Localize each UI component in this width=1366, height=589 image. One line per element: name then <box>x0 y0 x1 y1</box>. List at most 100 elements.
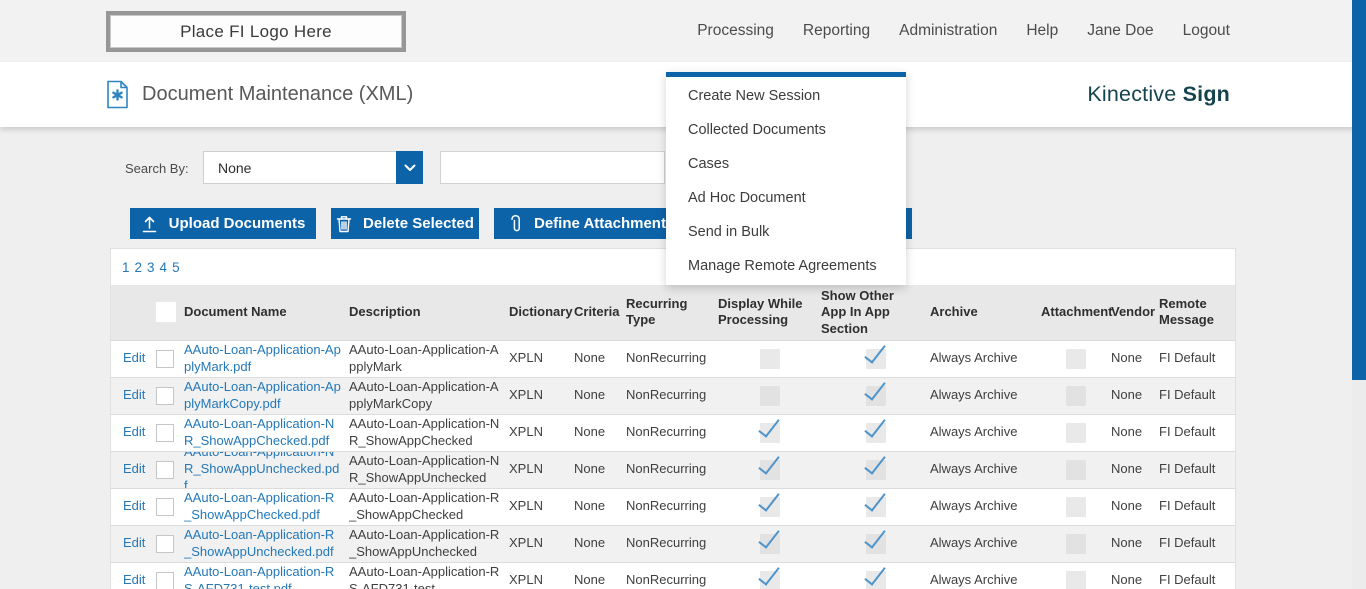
display-while-processing-checkbox[interactable] <box>759 533 780 554</box>
document-name-link[interactable]: AAuto-Loan-Application-NR_ShowAppChecked… <box>184 415 335 448</box>
vendor-cell: None <box>1111 461 1143 477</box>
document-name-link[interactable]: AAuto-Loan-Application-ApplyMark.pdf <box>184 341 341 374</box>
display-while-processing-checkbox[interactable] <box>759 570 780 589</box>
show-other-app-checkbox[interactable] <box>865 422 886 443</box>
search-by-dropdown[interactable]: None <box>203 151 423 184</box>
select-all-checkbox[interactable] <box>156 302 176 323</box>
scrollbar-thumb[interactable] <box>1352 0 1366 380</box>
row-select-checkbox[interactable] <box>156 349 174 368</box>
attachment-checkbox[interactable] <box>1066 348 1086 369</box>
header-recurring-type: Recurring Type <box>626 296 688 328</box>
header-edit-spacer <box>123 285 156 340</box>
archive-cell: Always Archive <box>930 350 1018 366</box>
document-name-link[interactable]: AAuto-Loan-Application-NR_ShowAppUncheck… <box>184 451 340 488</box>
documents-table: 1 2 3 4 5 Document Name Description Dict… <box>110 248 1236 589</box>
chevron-down-icon[interactable] <box>396 151 423 184</box>
upload-documents-button[interactable]: Upload Documents <box>130 208 316 239</box>
remote-message-cell: FI Default <box>1159 387 1216 403</box>
attachment-checkbox[interactable] <box>1066 533 1086 554</box>
document-name-link[interactable]: AAuto-Loan-Application-R_ShowAppChecked.… <box>184 489 335 522</box>
display-while-processing-checkbox[interactable] <box>759 348 780 369</box>
edit-link[interactable]: Edit <box>123 387 146 403</box>
vertical-scrollbar[interactable] <box>1352 0 1366 589</box>
header-archive: Archive <box>930 304 978 320</box>
header-dictionary: Dictionary <box>509 304 573 320</box>
archive-cell: Always Archive <box>930 498 1018 514</box>
document-name-link[interactable]: AAuto-Loan-Application-ApplyMarkCopy.pdf <box>184 378 341 411</box>
table-row: Edit AAuto-Loan-Application-R_ShowAppUnc… <box>111 525 1235 563</box>
header-remote-message: Remote Message <box>1159 296 1214 328</box>
attachment-checkbox[interactable] <box>1066 385 1086 406</box>
kinective-sign-logo: Kinective Sign <box>1087 62 1230 127</box>
header-show-other-app: Show Other App In App Section <box>821 288 894 336</box>
page-title: Document Maintenance (XML) <box>142 83 414 105</box>
brand-name: Kinective <box>1087 82 1177 106</box>
dictionary-cell: XPLN <box>509 424 543 440</box>
remote-message-cell: FI Default <box>1159 424 1216 440</box>
show-other-app-checkbox[interactable] <box>865 533 886 554</box>
show-other-app-checkbox[interactable] <box>865 385 886 406</box>
row-select-checkbox[interactable] <box>156 460 174 479</box>
top-nav-item[interactable]: Administration <box>899 22 998 39</box>
fi-logo-placeholder: Place FI Logo Here <box>106 11 406 52</box>
document-name-link[interactable]: AAuto-Loan-Application-R_ShowAppUnchecke… <box>184 526 335 559</box>
row-select-checkbox[interactable] <box>156 497 174 516</box>
attachment-checkbox[interactable] <box>1066 459 1086 480</box>
edit-link[interactable]: Edit <box>123 572 146 588</box>
vendor-cell: None <box>1111 424 1143 440</box>
vendor-cell: None <box>1111 535 1143 551</box>
processing-menu-item[interactable]: Collected Documents <box>688 122 826 138</box>
dictionary-cell: XPLN <box>509 461 543 477</box>
top-bar: Place FI Logo Here Processing Reporting … <box>0 0 1366 62</box>
display-while-processing-checkbox[interactable] <box>759 422 780 443</box>
top-nav-item[interactable]: Processing <box>697 22 774 39</box>
show-other-app-checkbox[interactable] <box>865 348 886 369</box>
row-select-checkbox[interactable] <box>156 571 174 589</box>
search-input[interactable] <box>440 151 665 184</box>
page-link[interactable]: 4 <box>159 259 168 275</box>
table-header-row: Document Name Description Dictionary Cri… <box>111 285 1235 341</box>
edit-link[interactable]: Edit <box>123 461 146 477</box>
display-while-processing-checkbox[interactable] <box>759 459 780 480</box>
show-other-app-checkbox[interactable] <box>865 459 886 480</box>
processing-menu-item[interactable]: Cases <box>688 156 730 172</box>
attachment-checkbox[interactable] <box>1066 422 1086 443</box>
processing-menu-item[interactable]: Create New Session <box>688 88 821 104</box>
top-nav-item[interactable]: Jane Doe <box>1087 22 1154 39</box>
criteria-cell: None <box>574 498 606 514</box>
remote-message-cell: FI Default <box>1159 461 1216 477</box>
row-select-checkbox[interactable] <box>156 386 174 405</box>
show-other-app-checkbox[interactable] <box>865 496 886 517</box>
processing-menu-item[interactable]: Ad Hoc Document <box>688 190 806 206</box>
page-link[interactable]: 5 <box>172 259 180 275</box>
top-nav-item[interactable]: Reporting <box>802 22 871 39</box>
processing-menu-item[interactable]: Send in Bulk <box>688 224 770 240</box>
row-select-checkbox[interactable] <box>156 423 174 442</box>
display-while-processing-checkbox[interactable] <box>759 496 780 517</box>
table-row: Edit AAuto-Loan-Application-ApplyMark.pd… <box>111 340 1235 378</box>
top-nav-item[interactable]: Help <box>1026 22 1059 39</box>
table-row: Edit AAuto-Loan-Application-NR_ShowAppCh… <box>111 414 1235 452</box>
edit-link[interactable]: Edit <box>123 535 146 551</box>
edit-link[interactable]: Edit <box>123 498 146 514</box>
top-nav-item[interactable]: Logout <box>1182 22 1230 39</box>
show-other-app-checkbox[interactable] <box>865 570 886 589</box>
edit-link[interactable]: Edit <box>123 350 146 366</box>
edit-link[interactable]: Edit <box>123 424 146 440</box>
display-while-processing-checkbox[interactable] <box>759 385 780 406</box>
attachment-checkbox[interactable] <box>1066 496 1086 517</box>
page-link[interactable]: 2 <box>134 259 143 275</box>
archive-cell: Always Archive <box>930 535 1018 551</box>
attachment-checkbox[interactable] <box>1066 570 1086 589</box>
archive-cell: Always Archive <box>930 387 1018 403</box>
dictionary-cell: XPLN <box>509 387 543 403</box>
row-select-checkbox[interactable] <box>156 534 174 553</box>
dictionary-cell: XPLN <box>509 350 543 366</box>
vendor-cell: None <box>1111 387 1143 403</box>
delete-selected-button[interactable]: Delete Selected <box>331 208 479 239</box>
page-link[interactable]: 3 <box>147 259 155 275</box>
page-link[interactable]: 1 <box>122 259 130 275</box>
processing-menu-item[interactable]: Manage Remote Agreements <box>688 258 877 274</box>
top-nav: Processing Reporting Administration Help… <box>697 0 1230 62</box>
document-name-link[interactable]: AAuto-Loan-Application-RS-AFD731-test.pd… <box>184 563 335 589</box>
